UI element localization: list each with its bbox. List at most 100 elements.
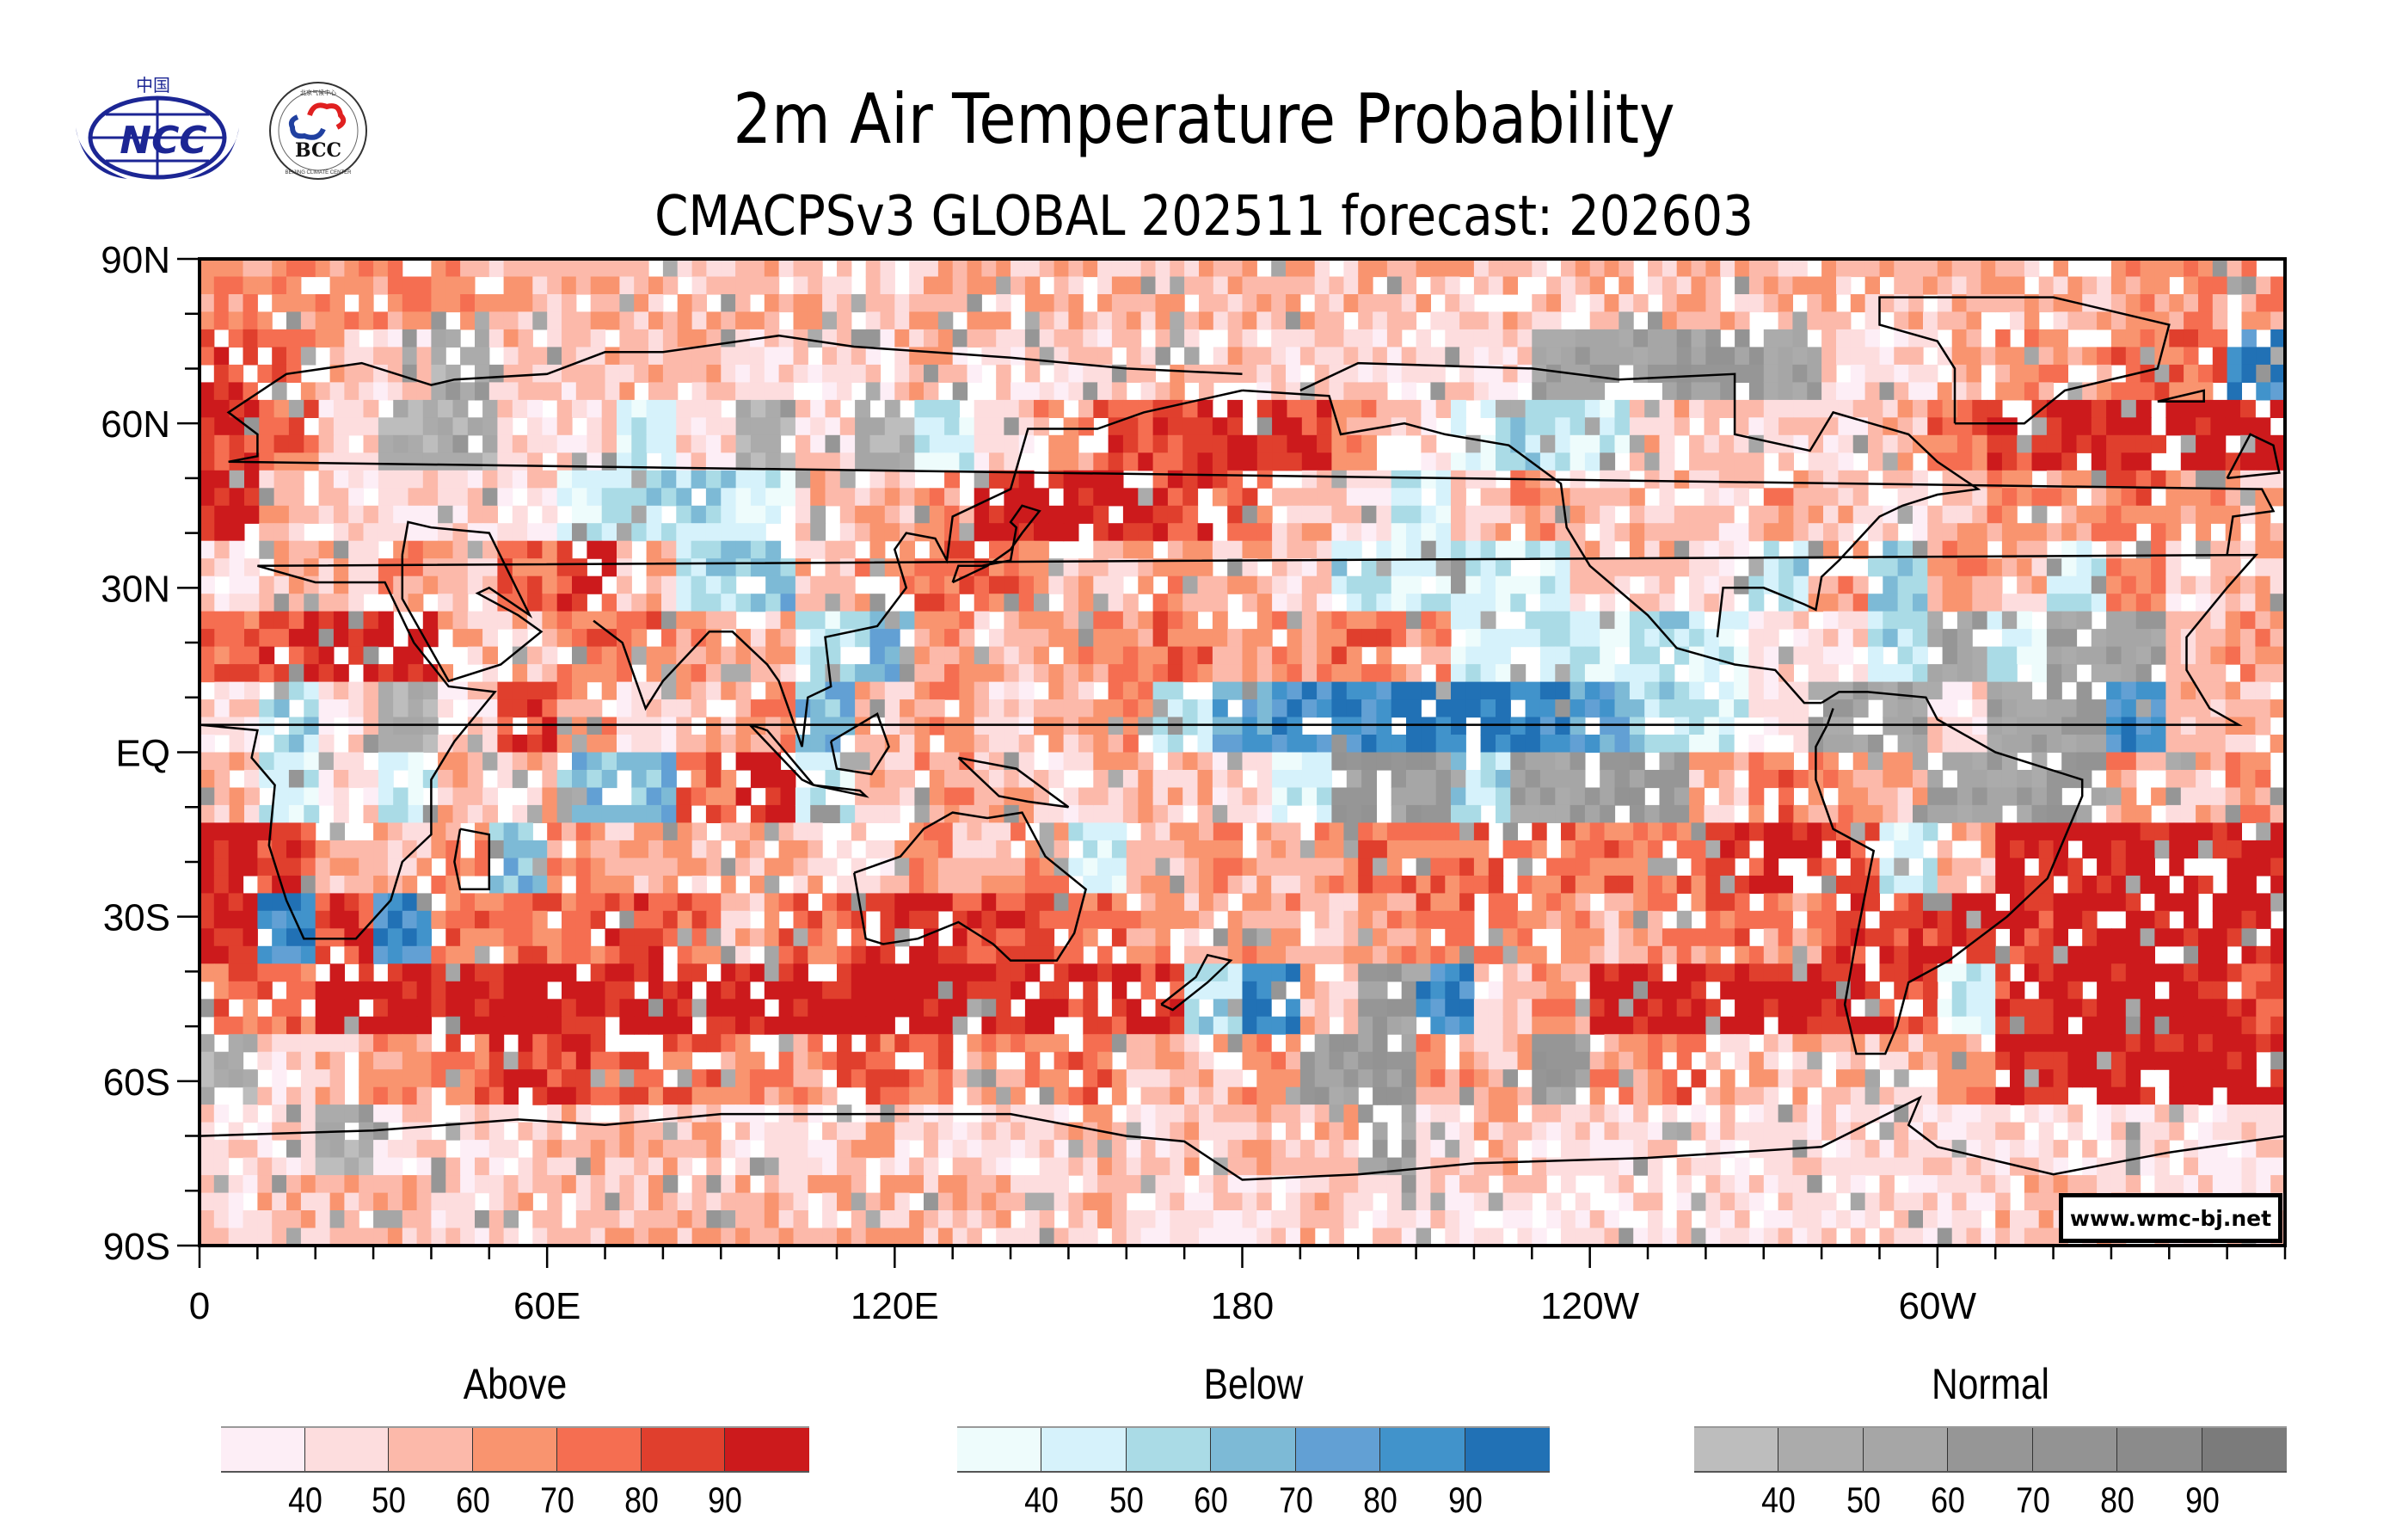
heatmap-cell [408, 594, 424, 612]
heatmap-cell [1838, 575, 1854, 594]
heatmap-cell [865, 259, 882, 278]
heatmap-cell [2046, 681, 2062, 700]
heatmap-cell [1152, 664, 1169, 683]
heatmap-cell [952, 945, 968, 964]
heatmap-cell [2061, 470, 2078, 489]
heatmap-cell [601, 540, 617, 559]
heatmap-cell [1271, 822, 1287, 841]
heatmap-cell [318, 417, 335, 436]
heatmap-cell [200, 329, 215, 348]
heatmap-cell [1068, 382, 1084, 401]
heatmap-cell [1689, 558, 1705, 577]
heatmap-cell [2121, 664, 2137, 683]
heatmap-cell [1659, 681, 1675, 700]
heatmap-cell [1376, 540, 1392, 559]
heatmap-cell [2082, 910, 2098, 929]
heatmap-cell [1140, 928, 1156, 947]
heatmap-cell [2091, 505, 2107, 524]
heatmap-cell [318, 752, 335, 771]
heatmap-cell [329, 294, 345, 313]
heatmap-cell [1140, 893, 1156, 912]
heatmap-cell [363, 787, 379, 806]
heatmap-cell [532, 893, 548, 912]
heatmap-cell [556, 699, 573, 718]
heatmap-cell [944, 452, 960, 471]
heatmap-cell [527, 664, 543, 683]
heatmap-cell [512, 523, 528, 542]
heatmap-cell [527, 804, 543, 823]
heatmap-cell [924, 945, 939, 964]
heatmap-cell [2184, 311, 2199, 330]
heatmap-cell [378, 488, 394, 507]
heatmap-cell [1256, 681, 1273, 700]
heatmap-cell [705, 452, 722, 471]
heatmap-cell [1465, 594, 1482, 612]
heatmap-cell [1517, 259, 1533, 278]
heatmap-cell [562, 347, 577, 366]
heatmap-cell [272, 963, 287, 982]
heatmap-cell [661, 452, 677, 471]
heatmap-cell [556, 787, 573, 806]
heatmap-cell [1735, 822, 1750, 841]
heatmap-cell [363, 735, 379, 754]
heatmap-cell [1465, 787, 1482, 806]
heatmap-cell [1972, 699, 1988, 718]
heatmap-cell [2031, 770, 2048, 789]
heatmap-cell [438, 523, 453, 542]
heatmap-cell [1674, 523, 1690, 542]
heatmap-cell [475, 928, 490, 947]
heatmap-cell [1480, 540, 1496, 559]
heatmap-cell [989, 664, 1004, 683]
heatmap-cell [2038, 382, 2055, 401]
heatmap-cell [1956, 505, 1973, 524]
heatmap-cell [2010, 875, 2025, 894]
heatmap-cell [2121, 558, 2137, 577]
heatmap-cell [869, 470, 886, 489]
heatmap-cell [1633, 822, 1649, 841]
heatmap-cell [1063, 699, 1079, 718]
heatmap-cell [257, 945, 273, 964]
heatmap-cell [1152, 629, 1169, 648]
heatmap-cell [1987, 505, 2003, 524]
heatmap-cell [2106, 664, 2122, 683]
heatmap-cell [2017, 523, 2033, 542]
heatmap-cell [1213, 875, 1229, 894]
heatmap-cell [286, 259, 302, 278]
heatmap-cell [1525, 787, 1541, 806]
heatmap-cell [631, 594, 648, 612]
heatmap-cell [1629, 611, 1645, 630]
heatmap-cell [1689, 611, 1705, 630]
heatmap-cell [1748, 629, 1765, 648]
heatmap-cell [2240, 434, 2256, 453]
heatmap-cell [2270, 699, 2285, 718]
heatmap-cell [200, 311, 215, 330]
heatmap-cell [617, 735, 632, 754]
heatmap-cell [1502, 893, 1518, 912]
heatmap-cell [467, 681, 483, 700]
heatmap-cell [1138, 452, 1154, 471]
heatmap-cell [272, 858, 287, 877]
heatmap-cell [1792, 364, 1808, 383]
heatmap-cell [634, 928, 649, 947]
heatmap-cell [1510, 505, 1526, 524]
heatmap-cell [416, 928, 432, 947]
heatmap-cell [452, 575, 469, 594]
heatmap-cell [837, 945, 852, 964]
heatmap-cell [2255, 452, 2271, 471]
heatmap-cell [1122, 594, 1139, 612]
heatmap-cell [1987, 417, 2003, 436]
heatmap-cell [2106, 434, 2122, 453]
heatmap-cell [900, 752, 915, 771]
heatmap-cell [1097, 822, 1113, 841]
heatmap-cell [228, 276, 244, 295]
heatmap-cell [1852, 575, 1869, 594]
heatmap-cell [1966, 858, 1981, 877]
heatmap-cell [467, 770, 483, 789]
heatmap-cell [974, 452, 990, 471]
heatmap-cell [1689, 505, 1705, 524]
heatmap-cell [393, 717, 409, 735]
heatmap-cell [1981, 259, 1996, 278]
heatmap-cell [1600, 575, 1616, 594]
heatmap-cell [1879, 910, 1895, 929]
heatmap-cell [810, 611, 826, 630]
